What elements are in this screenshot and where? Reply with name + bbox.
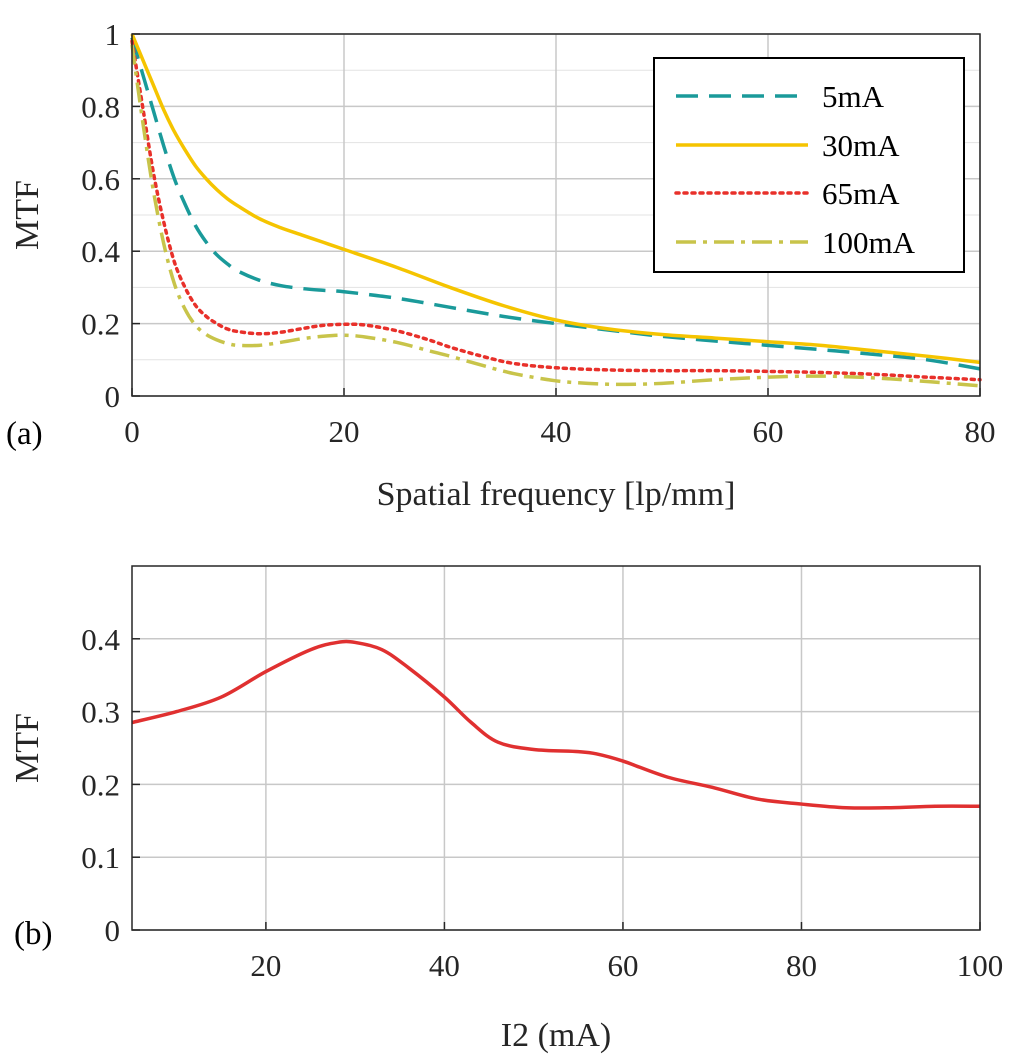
legend-entry-65ma: 65mA bbox=[674, 176, 900, 211]
y-tick-label: 1 bbox=[105, 17, 121, 52]
legend-entry-100ma: 100mA bbox=[676, 225, 916, 260]
series-line-65ma bbox=[130, 39, 982, 382]
legend-box bbox=[653, 57, 965, 273]
series-line-30ma bbox=[130, 33, 981, 365]
legend-entry-30ma: 30mA bbox=[676, 128, 900, 163]
panel-b-mtf-vs-current: 20 40 60 80 100 0 0.1 0.2 0.3 0.4 I2 (mA) MTF (b) bbox=[9, 565, 1003, 1054]
y-tick-label: 0.8 bbox=[81, 89, 120, 124]
series-line-100ma bbox=[130, 44, 981, 388]
y-tick-label: 0.4 bbox=[81, 234, 120, 269]
panel-a-x-axis-label: Spatial frequency [lp/mm] bbox=[377, 476, 736, 513]
y-tick-label: 0.3 bbox=[81, 695, 120, 730]
legend-label-30ma: 30mA bbox=[822, 128, 900, 163]
legend-label-5ma: 5mA bbox=[822, 79, 885, 114]
y-tick-label: 0 bbox=[105, 379, 121, 414]
panel-b-series bbox=[131, 639, 981, 810]
y-tick-label: 0.2 bbox=[81, 767, 120, 802]
legend-entry-5ma: 5mA bbox=[676, 79, 885, 114]
panel-b-label: (b) bbox=[14, 916, 52, 952]
x-tick-label: 100 bbox=[957, 948, 1004, 983]
x-tick-label: 80 bbox=[965, 414, 996, 449]
panel-a-tick-labels: 0 20 40 60 80 0 0.2 0.4 0.6 0.8 1 bbox=[81, 17, 995, 449]
y-tick-label: 0.4 bbox=[81, 622, 120, 657]
y-tick-label: 0 bbox=[105, 913, 121, 948]
y-tick-label: 0.6 bbox=[81, 162, 120, 197]
legend-label-100ma: 100mA bbox=[822, 225, 916, 260]
series-line-mtf bbox=[131, 639, 981, 810]
panel-a-series bbox=[130, 33, 982, 388]
x-tick-label: 80 bbox=[786, 948, 817, 983]
x-tick-label: 20 bbox=[329, 414, 360, 449]
panel-b-x-axis-label: I2 (mA) bbox=[501, 1017, 611, 1054]
x-tick-label: 60 bbox=[753, 414, 784, 449]
legend-label-65ma: 65mA bbox=[822, 176, 900, 211]
panel-a-y-axis-label: MTF bbox=[9, 180, 46, 250]
x-tick-label: 40 bbox=[429, 948, 460, 983]
x-tick-label: 60 bbox=[607, 948, 638, 983]
panel-b-tick-labels: 20 40 60 80 100 0 0.1 0.2 0.3 0.4 bbox=[81, 622, 1003, 983]
panel-a-legend: 5mA 30mA 65mA 100mA bbox=[653, 57, 965, 273]
panel-b-axes-box bbox=[131, 565, 981, 931]
x-tick-label: 0 bbox=[124, 414, 140, 449]
x-tick-label: 20 bbox=[250, 948, 281, 983]
panel-a-mtf-vs-frequency: 0 20 40 60 80 0 0.2 0.4 0.6 0.8 1 Spatial frequenc… bbox=[6, 17, 996, 513]
panel-a-label: (a) bbox=[6, 416, 43, 452]
y-tick-label: 0.1 bbox=[81, 840, 120, 875]
panel-b-y-axis-label: MTF bbox=[9, 713, 46, 783]
panel-a-axes-box bbox=[131, 33, 981, 397]
x-tick-label: 40 bbox=[541, 414, 572, 449]
series-line-5ma bbox=[130, 37, 981, 371]
y-tick-label: 0.2 bbox=[81, 307, 120, 342]
